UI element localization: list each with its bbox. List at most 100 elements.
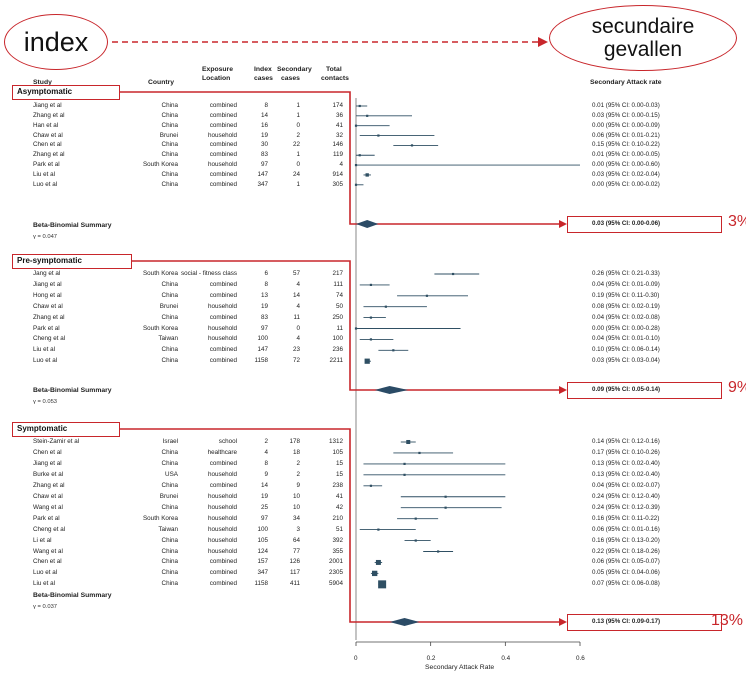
study-ci-text: 0.00 (95% CI: 0.00-0.02) [592,180,660,188]
study-total-contacts: 42 [335,503,343,511]
study-name: Chen et al [33,141,62,149]
study-total-contacts: 238 [332,481,343,489]
study-index-cases: 8 [264,280,268,288]
point-estimate-marker [377,528,380,531]
study-exposure: combined [209,357,237,365]
section-box [12,254,132,269]
study-country: China [161,580,178,588]
summary-ci-text: 0.09 (95% CI: 0.05-0.14) [592,386,661,393]
point-estimate-marker [410,144,414,147]
header-country: Country [148,79,175,86]
study-name: Li et al [33,536,52,544]
study-secondary-cases: 1 [296,111,300,119]
study-country: Israel [162,438,178,445]
study-ci-text: 0.19 (95% CI: 0.11-0.30) [592,291,660,299]
secondary-label-line2: gevallen [603,38,683,61]
point-estimate-marker [369,338,373,341]
axis-tick-3: 0.6 [576,655,585,662]
study-name: Luo et al [33,569,58,577]
study-secondary-cases: 117 [289,569,300,577]
study-total-contacts: 41 [335,121,343,129]
study-country: China [161,141,178,149]
study-country: China [161,102,178,109]
study-index-cases: 97 [260,161,268,169]
study-index-cases: 157 [257,558,268,566]
summary-ci-text: 0.03 (95% CI: 0.00-0.06) [592,220,661,227]
study-name: Chaw et al [33,131,63,139]
study-total-contacts: 174 [332,102,343,109]
point-estimate-marker [384,305,387,308]
study-total-contacts: 15 [335,459,343,467]
study-index-cases: 2 [264,438,268,445]
point-estimate-marker [403,462,406,465]
study-exposure: household [207,536,237,544]
study-ci-text: 0.04 (95% CI: 0.01-0.10) [592,335,660,343]
study-index-cases: 14 [260,481,268,489]
study-secondary-cases: 411 [289,580,300,588]
study-exposure: combined [209,459,237,467]
gamma-value: γ = 0.047 [33,234,58,240]
study-name: Chaw et al [33,492,63,500]
study-ci-text: 0.00 (95% CI: 0.00-0.60) [592,161,660,169]
study-name: Liu et al [33,170,56,178]
study-total-contacts: 305 [332,180,343,188]
study-secondary-cases: 4 [296,280,300,288]
point-estimate-marker [354,183,358,186]
summary-ci-box [567,216,722,233]
summary-label: Beta-Binomial Summary [33,222,112,229]
point-estimate-marker [354,327,358,330]
study-index-cases: 19 [260,492,268,500]
point-estimate-marker [403,473,406,476]
study-name: Park et al [33,324,60,332]
study-ci-text: 0.03 (95% CI: 0.03-0.04) [592,357,660,365]
study-ci-text: 0.04 (95% CI: 0.02-0.07) [592,481,660,489]
study-ci-text: 0.16 (95% CI: 0.13-0.20) [592,536,660,544]
study-exposure: household [207,131,237,139]
study-secondary-cases: 2 [296,470,300,478]
study-secondary-cases: 0 [296,161,300,169]
study-ci-text: 0.01 (95% CI: 0.00-0.05) [592,151,660,159]
summary-percentage-label: 3% [728,213,746,230]
study-ci-text: 0.13 (95% CI: 0.02-0.40) [592,470,660,478]
study-secondary-cases: 126 [289,558,300,566]
point-estimate-marker [418,451,421,455]
study-total-contacts: 392 [332,536,343,544]
study-secondary-cases: 72 [292,357,300,365]
study-index-cases: 100 [257,525,268,533]
study-index-cases: 6 [264,270,268,277]
point-estimate-marker [425,294,429,297]
study-exposure: household [207,161,237,169]
study-index-cases: 13 [260,291,268,299]
section-box [12,85,120,100]
study-index-cases: 83 [260,151,268,159]
study-exposure: combined [209,111,237,119]
gamma-value: γ = 0.053 [33,399,58,405]
point-estimate-marker [371,570,378,577]
study-name: Chen et al [33,448,62,456]
study-total-contacts: 74 [335,291,343,299]
study-total-contacts: 4 [339,161,343,169]
study-index-cases: 19 [260,131,268,139]
point-estimate-marker [414,539,417,542]
study-exposure: household [207,324,237,332]
study-country: South Korea [142,514,178,522]
study-country: China [161,459,178,467]
study-total-contacts: 210 [332,514,343,522]
summary-percentage-label: 9% [728,379,746,396]
study-exposure: household [207,514,237,522]
connector-arrow-head [559,386,567,394]
study-country: China [161,481,178,489]
study-index-cases: 97 [260,514,268,522]
study-ci-text: 0.07 (95% CI: 0.06-0.08) [592,580,660,588]
study-secondary-cases: 178 [289,438,300,445]
study-index-cases: 14 [260,111,268,119]
study-country: China [161,503,178,511]
study-total-contacts: 50 [335,302,343,310]
point-estimate-marker [451,272,455,276]
study-exposure: household [207,525,237,533]
point-estimate-marker [354,124,358,127]
study-exposure: combined [209,141,237,149]
study-name: Luo et al [33,357,58,365]
